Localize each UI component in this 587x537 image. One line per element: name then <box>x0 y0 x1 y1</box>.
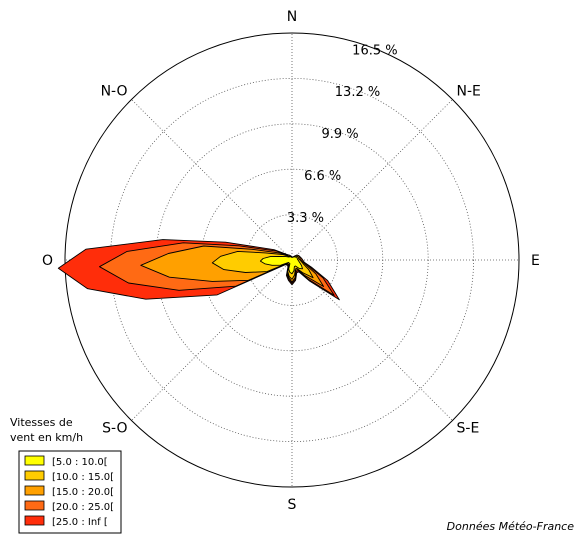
outer-circle <box>64 32 520 488</box>
direction-label-N-E: N-E <box>457 84 481 100</box>
legend-title-line-1: Vitesses de <box>10 416 73 429</box>
legend-entries: [5.0 : 10.0[ [10.0 : 15.0[ [15.0 : 20.0[ [2… <box>24 455 114 528</box>
polar-labels: N N-E E S-E S S-O O N-O 3.3 % 6.6 % 9.9 % 13.2 % 16.… <box>42 9 540 513</box>
direction-label-E: E <box>531 253 540 269</box>
grid-ring <box>200 168 384 352</box>
direction-label-N: N <box>287 9 297 25</box>
legend-swatch <box>24 455 45 466</box>
direction-label-S-E: S-E <box>457 421 480 437</box>
direction-label-N-O: N-O <box>101 84 128 100</box>
grid-ring <box>155 123 429 397</box>
series-area-4 <box>259 255 303 275</box>
spoke-N-E <box>291 99 453 261</box>
ring-label: 13.2 % <box>335 85 380 100</box>
legend-title-line-2: vent en km/h <box>10 431 83 444</box>
ring-label: 9.9 % <box>322 127 359 142</box>
wind-series <box>57 239 340 301</box>
legend-swatch <box>24 515 45 526</box>
grid-ring <box>246 214 338 306</box>
direction-label-O: O <box>42 253 53 269</box>
legend-label: [15.0 : 20.0[ <box>52 487 114 498</box>
ring-label: 6.6 % <box>304 169 341 184</box>
ring-label: 3.3 % <box>287 211 324 226</box>
legend-label: [5.0 : 10.0[ <box>52 457 108 468</box>
direction-label-S: S <box>288 497 297 513</box>
data-credit: Données Météo-France <box>447 520 575 533</box>
legend-swatch <box>24 470 45 481</box>
spoke-S-E <box>291 259 453 421</box>
legend-label: [20.0 : 25.0[ <box>52 502 114 513</box>
legend: Vitesses de vent en km/h [5.0 : 10.0[ [10… <box>10 416 122 534</box>
spoke-S-O <box>131 259 293 421</box>
ring-label: 16.5 % <box>352 43 397 58</box>
spoke-N-O <box>131 99 293 261</box>
legend-swatch <box>24 485 45 496</box>
legend-swatch <box>24 500 45 511</box>
legend-label: [10.0 : 15.0[ <box>52 472 114 483</box>
direction-label-S-O: S-O <box>102 421 127 437</box>
legend-label: [25.0 : Inf [ <box>52 517 108 528</box>
